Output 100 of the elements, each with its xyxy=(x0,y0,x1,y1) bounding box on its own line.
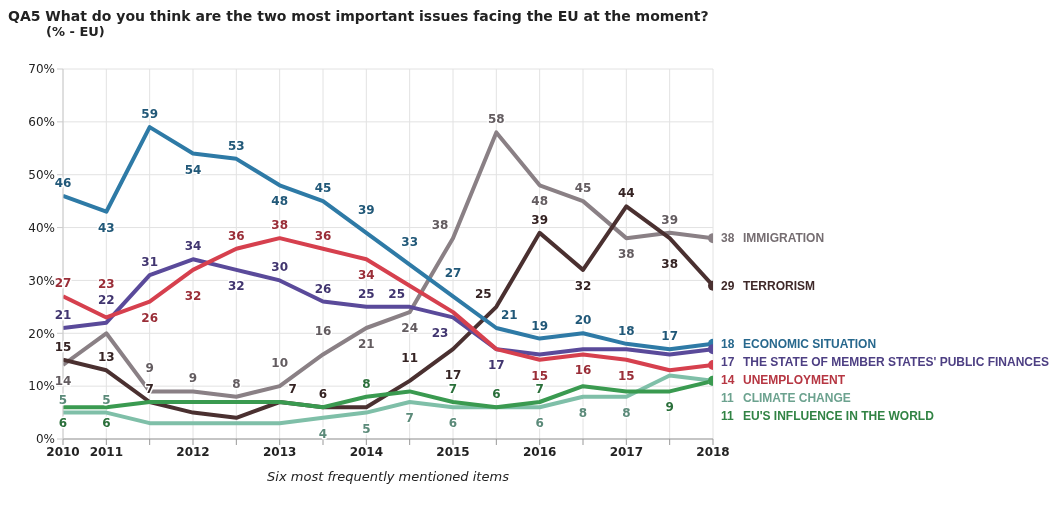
data-label: 8 xyxy=(622,405,631,420)
x-tick-label: 2015 xyxy=(436,444,470,459)
data-label: 48 xyxy=(271,194,289,209)
x-tick-label: 2016 xyxy=(522,444,557,459)
data-label: 5 xyxy=(102,392,111,407)
text: THE STATE OF MEMBER STATES' PUBLIC FINANCES xyxy=(743,354,1049,369)
data-label: 38 xyxy=(271,218,289,233)
data-label: 31 xyxy=(141,255,159,270)
data-label: 8 xyxy=(362,376,371,391)
data-label: 14 xyxy=(54,374,72,388)
data-label: 6 xyxy=(318,387,328,402)
y-tick-label: 60% xyxy=(28,115,55,130)
data-label: 25 xyxy=(357,286,375,301)
data-label: 32 xyxy=(574,278,592,293)
data-label: 15 xyxy=(54,339,72,354)
data-label: 38 xyxy=(661,257,679,272)
data-label: 6 xyxy=(492,387,501,402)
data-label: 44 xyxy=(617,186,635,201)
data-label: 13 xyxy=(97,350,115,365)
data-label: 4 xyxy=(318,426,328,441)
data-label: 5 xyxy=(362,421,371,436)
data-label: 39 xyxy=(357,202,375,217)
data-label: 23 xyxy=(431,326,449,341)
x-tick-label: 2017 xyxy=(609,444,644,459)
data-label: 7 xyxy=(535,382,544,396)
data-label: 45 xyxy=(314,181,332,196)
data-label: 7 xyxy=(405,411,414,425)
data-label: 23 xyxy=(97,277,115,292)
data-label: 43 xyxy=(97,220,115,235)
data-label: 6 xyxy=(448,416,458,431)
data-label: 34 xyxy=(357,268,375,283)
y-tick-label: 30% xyxy=(28,273,55,288)
x-tick-label: 2012 xyxy=(176,444,210,459)
data-label: 21 xyxy=(54,308,72,322)
data-label: 16 xyxy=(314,324,332,339)
data-label: 16 xyxy=(574,363,592,378)
data-label: 8 xyxy=(232,376,241,391)
x-tick-label: 2014 xyxy=(349,444,384,459)
data-label: 15 xyxy=(531,368,549,383)
data-label: 9 xyxy=(188,371,198,386)
data-label: 25 xyxy=(388,286,406,301)
data-label: 18 xyxy=(721,335,736,353)
data-label: 10 xyxy=(271,356,289,371)
data-label: 36 xyxy=(314,228,332,243)
data-label: 17 xyxy=(721,353,736,371)
data-label: 53 xyxy=(227,138,245,153)
data-label: 32 xyxy=(184,288,202,303)
y-tick-label: 70% xyxy=(28,62,55,77)
data-label: 46 xyxy=(54,175,72,190)
text: ECONOMIC SITUATION xyxy=(743,336,877,351)
data-label: 38 xyxy=(617,247,635,262)
data-label: 36 xyxy=(227,228,245,243)
data-label: 32 xyxy=(227,278,245,293)
data-label: 18 xyxy=(617,323,635,338)
data-label: 7 xyxy=(288,382,297,396)
data-label: 17 xyxy=(661,329,679,344)
data-label: 58 xyxy=(487,112,505,127)
data-label: 6 xyxy=(535,416,544,431)
data-label: 7 xyxy=(448,382,458,396)
data-label: 9 xyxy=(665,400,674,415)
data-label: 11 xyxy=(721,407,735,425)
data-label: 11 xyxy=(721,389,735,407)
data-label: 48 xyxy=(531,194,549,209)
x-tick-label: 2010 xyxy=(46,444,80,459)
data-label: 14 xyxy=(721,371,736,389)
data-label: 39 xyxy=(531,212,549,227)
data-label: 15 xyxy=(617,368,635,383)
data-label: 26 xyxy=(141,310,159,325)
data-label: 38 xyxy=(721,230,736,248)
data-label: 21 xyxy=(357,337,375,351)
data-label: 19 xyxy=(531,318,549,333)
data-label: 34 xyxy=(184,239,202,254)
data-label: 27 xyxy=(444,266,462,281)
y-tick-label: 50% xyxy=(28,167,55,182)
data-label: 59 xyxy=(141,107,159,122)
data-label: 22 xyxy=(97,292,115,307)
y-tick-label: 10% xyxy=(28,379,55,394)
data-label: 21 xyxy=(500,308,518,322)
data-label: 17 xyxy=(444,368,462,383)
data-label: 38 xyxy=(431,218,449,233)
data-label: 11 xyxy=(401,350,419,365)
chart-title: QA5 What do you think are the two most important issues facing the EU at the moment? xyxy=(8,8,710,24)
data-label: 29 xyxy=(721,277,736,295)
data-label: 26 xyxy=(314,281,332,296)
data-label: 6 xyxy=(58,416,68,431)
text: EU'S INFLUENCE IN THE WORLD xyxy=(743,408,934,423)
data-label: 17 xyxy=(487,358,505,373)
data-label: 20 xyxy=(574,313,592,328)
data-label: 25 xyxy=(474,286,492,301)
x-tick-label: 2011 xyxy=(89,444,124,459)
text: TERRORISM xyxy=(743,278,815,293)
chart-subtitle: (% - EU) xyxy=(46,24,106,39)
x-tick-label: 2018 xyxy=(696,444,730,459)
y-tick-label: 40% xyxy=(28,220,55,235)
data-label: 30 xyxy=(271,260,289,275)
data-label: 8 xyxy=(578,405,588,420)
data-label: 45 xyxy=(574,181,592,196)
data-label: 6 xyxy=(102,416,111,431)
text: IMMIGRATION xyxy=(743,231,825,246)
text: UNEMPLOYMENT xyxy=(743,372,845,387)
